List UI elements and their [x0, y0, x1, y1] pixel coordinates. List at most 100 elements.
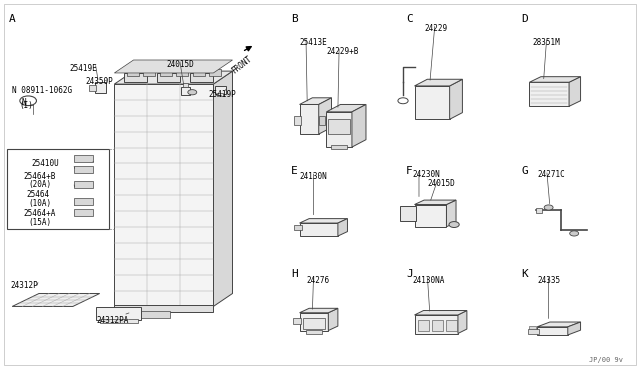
Text: 24312P: 24312P [10, 280, 38, 289]
Bar [447, 320, 457, 331]
Text: 24312PA: 24312PA [97, 317, 129, 326]
Bar [303, 318, 325, 329]
Text: A: A [8, 14, 15, 24]
Polygon shape [338, 219, 348, 236]
Text: 24015D: 24015D [167, 60, 195, 69]
Bar [214, 86, 226, 94]
Polygon shape [447, 200, 456, 227]
Polygon shape [458, 311, 467, 334]
Text: 24271C: 24271C [537, 170, 565, 179]
Bar [415, 205, 447, 227]
Polygon shape [213, 71, 232, 307]
Text: 24350P: 24350P [85, 77, 113, 86]
Text: (10A): (10A) [28, 199, 51, 208]
Text: 24015D: 24015D [428, 179, 455, 187]
Bar [160, 69, 172, 76]
Bar [74, 209, 93, 216]
Bar [293, 318, 301, 324]
Text: B: B [291, 14, 298, 24]
Text: N: N [22, 98, 26, 107]
Text: (20A): (20A) [28, 180, 51, 189]
Text: E: E [291, 166, 298, 176]
Polygon shape [415, 311, 467, 315]
Text: 24229: 24229 [424, 24, 447, 33]
Polygon shape [326, 105, 366, 112]
Text: FRONT: FRONT [229, 54, 253, 76]
Bar [74, 155, 93, 162]
Text: 24335: 24335 [537, 276, 560, 285]
Text: 25464: 25464 [26, 190, 49, 199]
Polygon shape [115, 71, 232, 84]
Bar [527, 329, 539, 334]
Bar [326, 112, 352, 147]
Bar [180, 87, 190, 95]
Text: 24276: 24276 [306, 276, 329, 285]
Polygon shape [115, 60, 232, 73]
Bar [419, 320, 429, 331]
Bar [100, 319, 138, 323]
Circle shape [398, 98, 408, 104]
Bar [300, 313, 328, 331]
Bar [209, 69, 221, 76]
Bar [127, 69, 139, 76]
Bar [143, 69, 155, 76]
Text: 28351M: 28351M [532, 38, 561, 48]
Text: 25419P: 25419P [208, 90, 236, 99]
Bar [182, 83, 188, 87]
Polygon shape [529, 77, 580, 82]
Bar [415, 315, 458, 334]
Bar [529, 327, 536, 329]
Bar [74, 198, 93, 205]
Text: (15A): (15A) [28, 218, 51, 227]
Polygon shape [569, 77, 580, 106]
Polygon shape [328, 308, 338, 331]
Bar [537, 327, 568, 335]
Polygon shape [352, 105, 366, 147]
Bar [120, 311, 170, 318]
Text: 25464+B: 25464+B [23, 172, 56, 181]
Bar [529, 82, 569, 106]
Bar [306, 330, 322, 334]
Bar [332, 145, 348, 149]
Circle shape [449, 222, 460, 228]
Text: K: K [521, 269, 528, 279]
Polygon shape [415, 79, 463, 86]
Polygon shape [568, 322, 580, 335]
Text: 24229+B: 24229+B [326, 47, 359, 56]
Polygon shape [300, 219, 348, 223]
Polygon shape [537, 322, 580, 327]
Polygon shape [300, 308, 338, 313]
Bar [115, 305, 213, 312]
Text: C: C [406, 14, 413, 24]
Bar [193, 69, 205, 76]
Bar [74, 181, 93, 188]
Text: 24130N: 24130N [300, 172, 327, 181]
Text: 25413E: 25413E [300, 38, 327, 47]
Text: D: D [521, 14, 528, 24]
Bar [433, 320, 443, 331]
Text: 24230N: 24230N [413, 170, 440, 179]
Bar [294, 225, 302, 231]
Bar [319, 116, 325, 125]
Bar [415, 86, 450, 119]
Circle shape [570, 231, 579, 236]
Bar [216, 93, 223, 96]
Text: H: H [291, 269, 298, 279]
Bar [124, 73, 147, 82]
Bar [190, 73, 213, 82]
Text: (I): (I) [20, 101, 34, 110]
Text: JP/00 9v: JP/00 9v [589, 357, 623, 363]
Text: 24130NA: 24130NA [413, 276, 445, 285]
Polygon shape [12, 294, 100, 307]
Polygon shape [415, 200, 456, 205]
Bar [300, 105, 319, 134]
Text: 25464+A: 25464+A [23, 209, 56, 218]
Polygon shape [300, 98, 332, 105]
Circle shape [188, 90, 196, 95]
Text: G: G [521, 166, 528, 176]
Bar [95, 82, 106, 93]
Text: 25419E: 25419E [70, 64, 97, 73]
Circle shape [544, 205, 553, 210]
Bar [157, 73, 180, 82]
Text: N 08911-1062G: N 08911-1062G [12, 86, 72, 95]
